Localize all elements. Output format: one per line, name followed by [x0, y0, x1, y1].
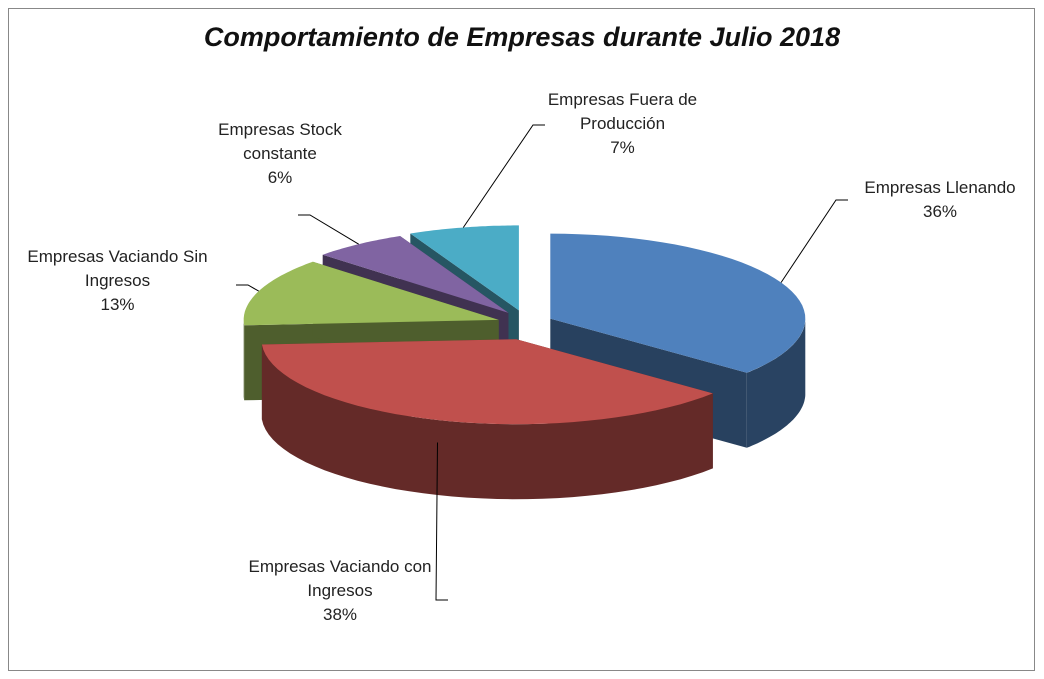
- data-label-value: 38%: [322, 605, 358, 624]
- slice-face: [261, 339, 713, 425]
- data-label: Empresas Fuera de Producción: [547, 90, 698, 133]
- leader-line: [435, 442, 448, 601]
- slice-face: [243, 319, 245, 401]
- leader-line: [780, 199, 848, 283]
- data-label-value: 6%: [267, 168, 293, 187]
- data-label: Empresas Stock constante: [218, 120, 342, 163]
- data-label-value: 7%: [610, 138, 635, 157]
- slice-face: [261, 344, 713, 500]
- leader-line: [236, 284, 259, 292]
- data-label: Empresas Vaciando Sin Ingresos: [27, 247, 208, 290]
- leader-line: [462, 124, 545, 228]
- data-label-value: 13%: [100, 295, 135, 314]
- data-label: Empresas Llenando: [864, 178, 1016, 197]
- leader-line: [298, 214, 359, 245]
- data-label-value: 36%: [922, 202, 958, 221]
- slice-face: [243, 261, 499, 326]
- slice-face: [322, 236, 509, 313]
- pie-slice: [261, 339, 713, 500]
- slice-face: [410, 225, 519, 311]
- chart-border: [8, 8, 1035, 671]
- slice-face: [746, 318, 806, 448]
- chart-title: Comportamiento de Empresas durante Julio…: [203, 22, 841, 52]
- data-label: Empresas Vaciando con Ingresos: [248, 557, 432, 600]
- slice-face: [550, 233, 806, 373]
